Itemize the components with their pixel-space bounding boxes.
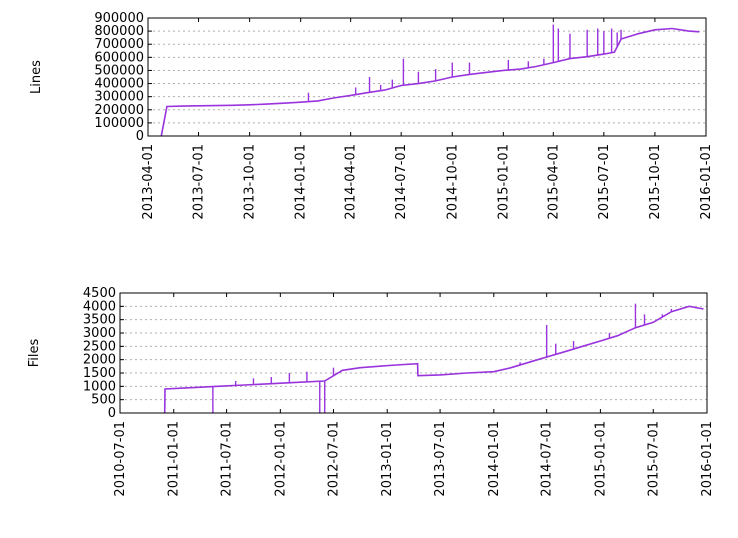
chart-0-y-tick-label: 300000 <box>94 90 144 105</box>
chart-1-y-tick-label: 2500 <box>83 339 116 354</box>
chart-0-x-tick-label: 2013-07-01 <box>192 144 207 220</box>
chart-1-x-tick-label: 2011-07-01 <box>220 421 235 497</box>
chart-1-x-tick-label: 2014-01-01 <box>487 421 502 497</box>
chart-0-y-tick-label: 700000 <box>94 37 144 52</box>
chart-1-y-tick-label: 3500 <box>83 313 116 328</box>
chart-1-x-tick-label: 2010-07-01 <box>113 421 128 497</box>
chart-1-y-tick-label: 4500 <box>83 286 116 301</box>
chart-0-x-tick-label: 2013-04-01 <box>141 144 156 220</box>
chart-1-x-tick-label: 2013-07-01 <box>433 421 448 497</box>
chart-1-x-tick-label: 2016-01-01 <box>700 421 715 497</box>
chart-0-y-tick-label: 200000 <box>94 103 144 118</box>
chart-1-x-tick-label: 2015-07-01 <box>646 421 661 497</box>
chart-1-y-tick-label: 1000 <box>83 379 116 394</box>
chart-0-x-tick-label: 2015-07-01 <box>597 144 612 220</box>
chart-0-plot-frame <box>147 17 707 137</box>
chart-1-y-tick-label: 4000 <box>83 299 116 314</box>
chart-1-x-tick-label: 2015-01-01 <box>593 421 608 497</box>
chart-1-x-tick-label: 2012-01-01 <box>273 421 288 497</box>
chart-0-y-tick-label: 400000 <box>94 77 144 92</box>
chart-0-x-tick-label: 2014-07-01 <box>394 144 409 220</box>
chart-0-x-tick-label: 2014-01-01 <box>294 144 309 220</box>
chart-1-x-tick-label: 2011-01-01 <box>167 421 182 497</box>
chart-1-x-tick-label: 2013-01-01 <box>380 421 395 497</box>
chart-0-series-line <box>160 27 700 137</box>
chart-1-y-tick-label: 500 <box>91 393 116 408</box>
chart-0-y-tick-label: 100000 <box>94 116 144 131</box>
chart-1-y-tick-label: 2000 <box>83 353 116 368</box>
chart-1-series-line <box>163 305 704 414</box>
chart-0-y-tick-label: 600000 <box>94 50 144 65</box>
chart-1-y-tick-label: 1500 <box>83 366 116 381</box>
chart-0-x-tick-label: 2014-10-01 <box>445 144 460 220</box>
chart-1-y-tick-label: 3000 <box>83 326 116 341</box>
chart-0-x-tick-label: 2015-01-01 <box>496 144 511 220</box>
chart-0-y-tick-label: 900000 <box>94 11 144 26</box>
lines-chart: 0100000200000300000400000500000600000700… <box>29 11 714 220</box>
chart-0-y-tick-label: 500000 <box>94 63 144 78</box>
chart-0-y-axis-title: Lines <box>29 60 44 94</box>
chart-1-plot-frame <box>119 292 708 414</box>
chart-1-y-tick-label: 0 <box>108 406 116 421</box>
chart-0-x-tick-label: 2013-10-01 <box>243 144 258 220</box>
chart-0-x-tick-label: 2015-10-01 <box>648 144 663 220</box>
chart-0-x-tick-label: 2014-04-01 <box>344 144 359 220</box>
chart-1-y-axis-title: Files <box>27 339 42 368</box>
chart-1-x-tick-label: 2012-07-01 <box>326 421 341 497</box>
chart-1-x-tick-label: 2014-07-01 <box>540 421 555 497</box>
chart-0-y-tick-label: 0 <box>136 129 144 144</box>
chart-0-x-tick-label: 2015-04-01 <box>546 144 561 220</box>
chart-0-y-tick-label: 800000 <box>94 24 144 39</box>
chart-0-x-tick-label: 2016-01-01 <box>699 144 714 220</box>
